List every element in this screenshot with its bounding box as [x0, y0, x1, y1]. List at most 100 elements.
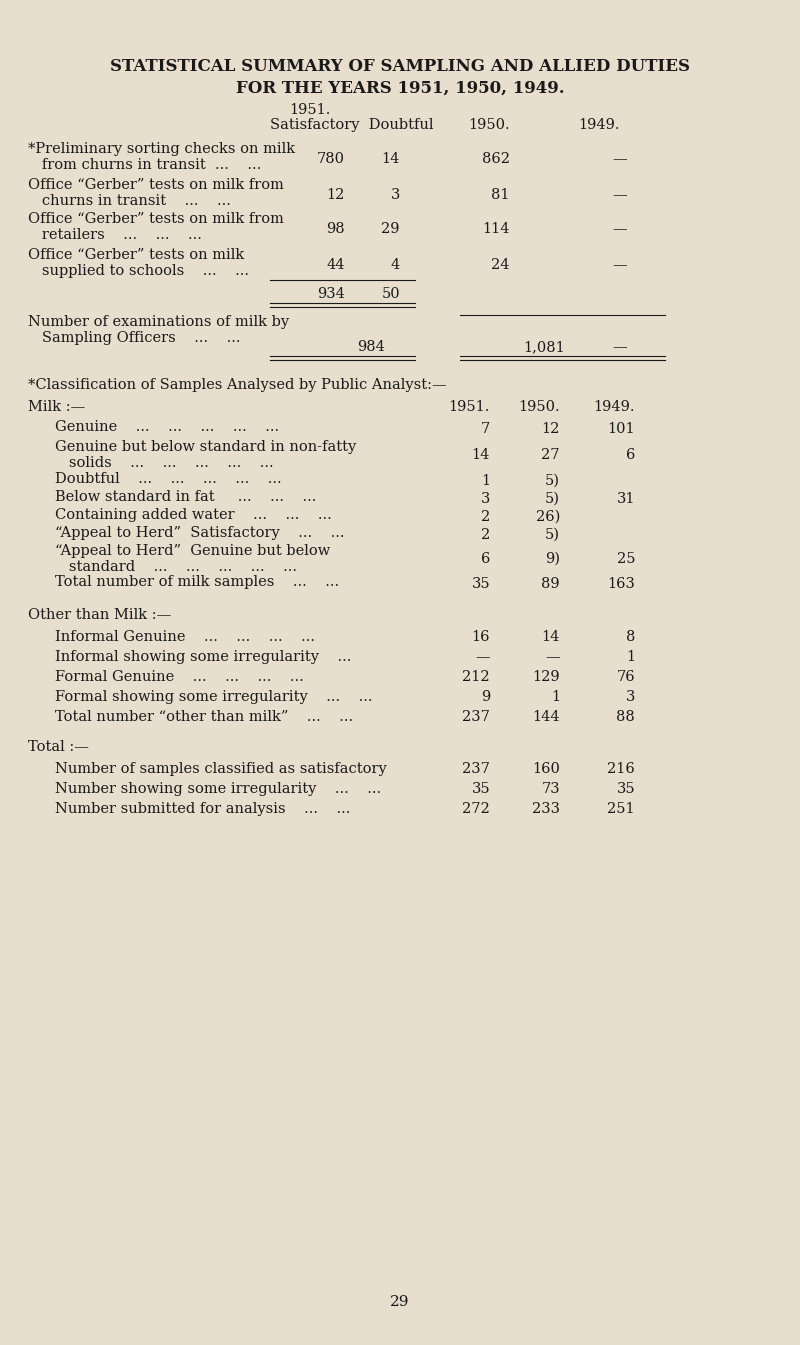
Text: —: —	[613, 222, 627, 235]
Text: 5): 5)	[545, 473, 560, 488]
Text: 4: 4	[390, 258, 400, 272]
Text: 984: 984	[357, 340, 385, 354]
Text: 14: 14	[382, 152, 400, 165]
Text: Sampling Officers    ...    ...: Sampling Officers ... ...	[28, 331, 241, 346]
Text: 31: 31	[617, 492, 635, 506]
Text: Number submitted for analysis    ...    ...: Number submitted for analysis ... ...	[55, 802, 350, 816]
Text: STATISTICAL SUMMARY OF SAMPLING AND ALLIED DUTIES: STATISTICAL SUMMARY OF SAMPLING AND ALLI…	[110, 58, 690, 75]
Text: Doubtful    ...    ...    ...    ...    ...: Doubtful ... ... ... ... ...	[55, 472, 282, 486]
Text: 6: 6	[626, 448, 635, 461]
Text: 1951.: 1951.	[449, 399, 490, 414]
Text: Number of examinations of milk by: Number of examinations of milk by	[28, 315, 289, 330]
Text: 76: 76	[616, 670, 635, 685]
Text: 3: 3	[481, 492, 490, 506]
Text: 89: 89	[542, 577, 560, 590]
Text: 5): 5)	[545, 492, 560, 506]
Text: from churns in transit  ...    ...: from churns in transit ... ...	[28, 157, 262, 172]
Text: Office “Gerber” tests on milk: Office “Gerber” tests on milk	[28, 247, 244, 262]
Text: Informal Genuine    ...    ...    ...    ...: Informal Genuine ... ... ... ...	[55, 629, 315, 644]
Text: 73: 73	[542, 781, 560, 796]
Text: 35: 35	[616, 781, 635, 796]
Text: 98: 98	[326, 222, 345, 235]
Text: supplied to schools    ...    ...: supplied to schools ... ...	[28, 264, 249, 278]
Text: “Appeal to Herd”  Satisfactory    ...    ...: “Appeal to Herd” Satisfactory ... ...	[55, 526, 345, 539]
Text: 3: 3	[390, 188, 400, 202]
Text: churns in transit    ...    ...: churns in transit ... ...	[28, 194, 231, 208]
Text: *Preliminary sorting checks on milk: *Preliminary sorting checks on milk	[28, 143, 295, 156]
Text: 9): 9)	[545, 551, 560, 566]
Text: 50: 50	[382, 286, 400, 301]
Text: Genuine but below standard in non-fatty: Genuine but below standard in non-fatty	[55, 440, 356, 455]
Text: 12: 12	[542, 422, 560, 436]
Text: 29: 29	[390, 1295, 410, 1309]
Text: 934: 934	[317, 286, 345, 301]
Text: 12: 12	[326, 188, 345, 202]
Text: Other than Milk :—: Other than Milk :—	[28, 608, 171, 621]
Text: 3: 3	[626, 690, 635, 703]
Text: Number of samples classified as satisfactory: Number of samples classified as satisfac…	[55, 763, 386, 776]
Text: 212: 212	[462, 670, 490, 685]
Text: 1949.: 1949.	[594, 399, 635, 414]
Text: 7: 7	[481, 422, 490, 436]
Text: 237: 237	[462, 763, 490, 776]
Text: 27: 27	[542, 448, 560, 461]
Text: Below standard in fat     ...    ...    ...: Below standard in fat ... ... ...	[55, 490, 316, 504]
Text: 44: 44	[326, 258, 345, 272]
Text: 1950.: 1950.	[468, 118, 510, 132]
Text: Genuine    ...    ...    ...    ...    ...: Genuine ... ... ... ... ...	[55, 420, 279, 434]
Text: 88: 88	[616, 710, 635, 724]
Text: 1: 1	[481, 473, 490, 488]
Text: 163: 163	[607, 577, 635, 590]
Text: *Classification of Samples Analysed by Public Analyst:—: *Classification of Samples Analysed by P…	[28, 378, 446, 391]
Text: 216: 216	[607, 763, 635, 776]
Text: 1950.: 1950.	[518, 399, 560, 414]
Text: standard    ...    ...    ...    ...    ...: standard ... ... ... ... ...	[55, 560, 297, 574]
Text: 862: 862	[482, 152, 510, 165]
Text: “Appeal to Herd”  Genuine but below: “Appeal to Herd” Genuine but below	[55, 543, 330, 558]
Text: 29: 29	[382, 222, 400, 235]
Text: 35: 35	[471, 577, 490, 590]
Text: 81: 81	[491, 188, 510, 202]
Text: 14: 14	[472, 448, 490, 461]
Text: 101: 101	[607, 422, 635, 436]
Text: 237: 237	[462, 710, 490, 724]
Text: Total number “other than milk”    ...    ...: Total number “other than milk” ... ...	[55, 710, 353, 724]
Text: Formal showing some irregularity    ...    ...: Formal showing some irregularity ... ...	[55, 690, 373, 703]
Text: Containing added water    ...    ...    ...: Containing added water ... ... ...	[55, 508, 332, 522]
Text: 5): 5)	[545, 529, 560, 542]
Text: 114: 114	[482, 222, 510, 235]
Text: 272: 272	[462, 802, 490, 816]
Text: —: —	[613, 188, 627, 202]
Text: 6: 6	[481, 551, 490, 566]
Text: 24: 24	[491, 258, 510, 272]
Text: 2: 2	[481, 510, 490, 525]
Text: solids    ...    ...    ...    ...    ...: solids ... ... ... ... ...	[55, 456, 274, 469]
Text: —: —	[613, 258, 627, 272]
Text: —: —	[613, 340, 627, 354]
Text: 35: 35	[471, 781, 490, 796]
Text: 233: 233	[532, 802, 560, 816]
Text: FOR THE YEARS 1951, 1950, 1949.: FOR THE YEARS 1951, 1950, 1949.	[236, 79, 564, 97]
Text: Satisfactory  Doubtful: Satisfactory Doubtful	[270, 118, 434, 132]
Text: 14: 14	[542, 629, 560, 644]
Text: Informal showing some irregularity    ...: Informal showing some irregularity ...	[55, 650, 351, 664]
Text: retailers    ...    ...    ...: retailers ... ... ...	[28, 229, 202, 242]
Text: Office “Gerber” tests on milk from: Office “Gerber” tests on milk from	[28, 213, 284, 226]
Text: 1949.: 1949.	[578, 118, 620, 132]
Text: 1: 1	[551, 690, 560, 703]
Text: Milk :—: Milk :—	[28, 399, 86, 414]
Text: 26): 26)	[536, 510, 560, 525]
Text: 2: 2	[481, 529, 490, 542]
Text: —: —	[475, 650, 490, 664]
Text: 251: 251	[607, 802, 635, 816]
Text: 25: 25	[617, 551, 635, 566]
Text: Total :—: Total :—	[28, 740, 89, 755]
Text: Number showing some irregularity    ...    ...: Number showing some irregularity ... ...	[55, 781, 381, 796]
Text: —: —	[613, 152, 627, 165]
Text: 16: 16	[471, 629, 490, 644]
Text: 780: 780	[317, 152, 345, 165]
Text: —: —	[546, 650, 560, 664]
Text: Formal Genuine    ...    ...    ...    ...: Formal Genuine ... ... ... ...	[55, 670, 304, 685]
Text: Total number of milk samples    ...    ...: Total number of milk samples ... ...	[55, 576, 339, 589]
Text: 144: 144	[532, 710, 560, 724]
